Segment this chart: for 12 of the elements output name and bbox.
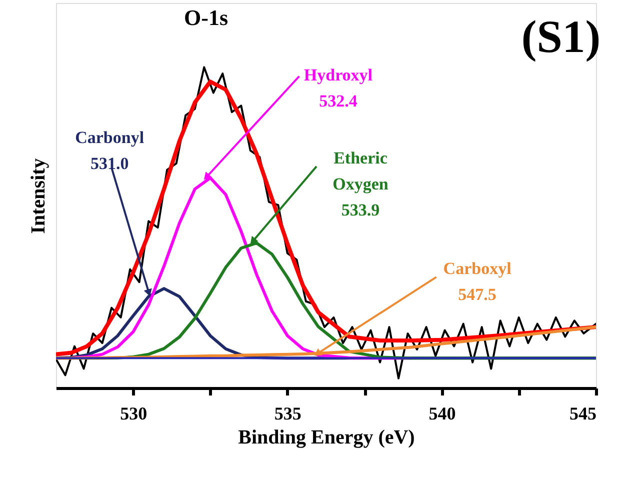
annotation: Carboxyl 547.5 (443, 259, 512, 304)
x-tick-label: 530 (120, 404, 148, 424)
y-axis-title: Intensity (28, 158, 50, 234)
annotation: Etheric Oxygen 533.9 (332, 148, 389, 220)
text: O-1s (184, 5, 228, 30)
x-tick-label: 540 (428, 404, 456, 424)
text: (S1) (521, 11, 601, 62)
annotation: Hydroxyl 532.4 (304, 65, 373, 110)
x-axis-title: Binding Energy (eV) (238, 426, 415, 448)
x-tick-label: 535 (274, 404, 302, 424)
annotation: Carbonyl 531.0 (75, 128, 144, 173)
x-tick-label: 545 (570, 404, 596, 424)
